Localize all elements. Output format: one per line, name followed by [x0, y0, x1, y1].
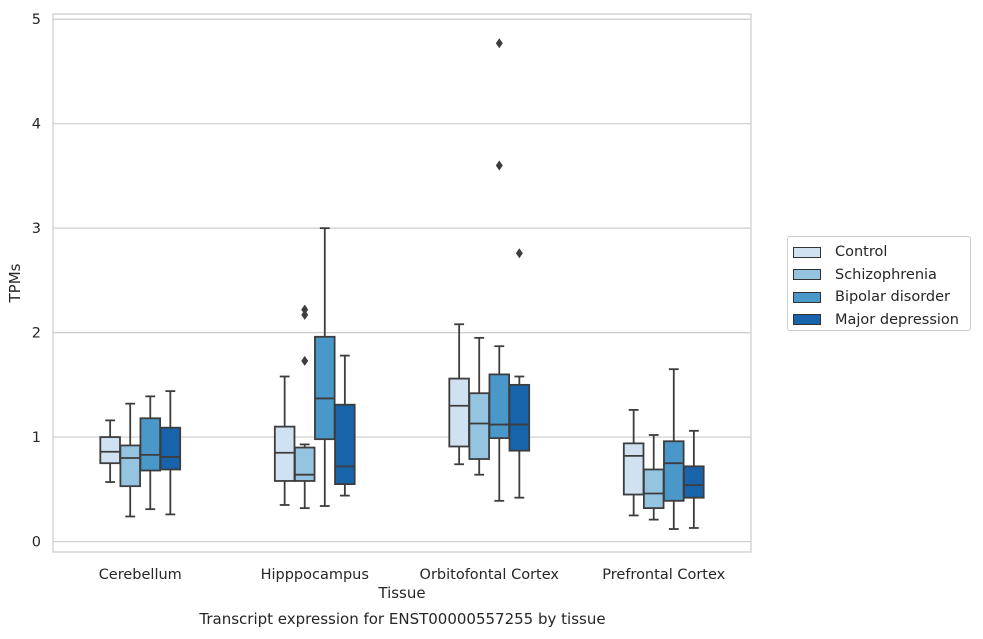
box-0-0 — [99, 419, 121, 483]
box-body — [622, 442, 645, 496]
box-body — [468, 392, 490, 460]
box-0-2 — [139, 395, 162, 511]
y-tick-label: 2 — [32, 326, 41, 342]
y-tick-label: 3 — [32, 221, 41, 237]
x-tick-label: Cerebellum — [99, 567, 182, 583]
box-1-3 — [334, 354, 356, 497]
box-0-3 — [159, 390, 182, 516]
outlier-point — [515, 248, 523, 259]
legend-label: Major depression — [835, 311, 959, 328]
outlier-point — [495, 38, 503, 49]
legend-item: Control — [792, 241, 970, 264]
outlier-point — [301, 355, 309, 366]
x-tick-label: Hipppocampus — [261, 567, 369, 583]
box-1-2 — [314, 227, 336, 507]
box-body — [293, 446, 316, 482]
box-body — [159, 426, 182, 471]
legend-swatch — [793, 269, 821, 281]
box-2-2 — [488, 38, 511, 502]
box-body — [139, 417, 162, 472]
box-3-3 — [683, 429, 705, 529]
box-3-1 — [642, 434, 665, 521]
box-1-0 — [273, 375, 296, 506]
outlier-point — [301, 309, 309, 320]
y-axis-label: TPMs — [6, 263, 24, 303]
box-body — [508, 383, 531, 452]
box-body — [683, 465, 705, 499]
outlier-point — [301, 304, 309, 315]
legend-label: Bipolar disorder — [835, 289, 950, 306]
boxes — [99, 38, 705, 530]
y-tick-label: 1 — [32, 430, 41, 446]
box-body — [314, 335, 336, 441]
legend-swatch — [793, 314, 821, 326]
legend-swatch — [793, 246, 821, 258]
box-body — [99, 436, 121, 465]
y-tick-label: 4 — [32, 117, 41, 133]
outlier-point — [495, 160, 503, 171]
legend: Control Schizophrenia Bipolar disorder Majo… — [787, 236, 971, 331]
box-body — [334, 403, 356, 485]
box-body — [642, 468, 665, 510]
legend-item: Schizophrenia — [792, 264, 970, 287]
box-body — [448, 377, 470, 448]
box-1-1 — [293, 304, 316, 510]
legend-item: Major depression — [792, 309, 970, 332]
legend-item: Bipolar disorder — [792, 286, 970, 309]
y-tick-label: 5 — [32, 12, 41, 28]
box-3-2 — [663, 368, 685, 530]
x-tick-labels: Cerebellum Hipppocampus Orbitofontal Corte… — [99, 567, 726, 583]
chart-caption: Transcript expression for ENST0000055725… — [199, 610, 606, 628]
legend-label: Schizophrenia — [835, 266, 937, 283]
x-tick-label: Prefrontal Cortex — [602, 567, 725, 583]
x-axis-label: Tissue — [377, 584, 425, 602]
y-tick-label: 0 — [32, 535, 41, 551]
box-body — [119, 444, 141, 488]
box-3-0 — [622, 409, 645, 517]
legend-label: Control — [835, 244, 888, 261]
legend-swatch — [793, 291, 821, 303]
box-2-3 — [508, 248, 531, 499]
box-body — [488, 373, 511, 440]
y-tick-labels: 0 1 2 3 4 5 — [32, 12, 41, 550]
x-tick-label: Orbitofontal Cortex — [420, 567, 560, 583]
box-body — [663, 440, 685, 502]
box-body — [273, 425, 296, 482]
